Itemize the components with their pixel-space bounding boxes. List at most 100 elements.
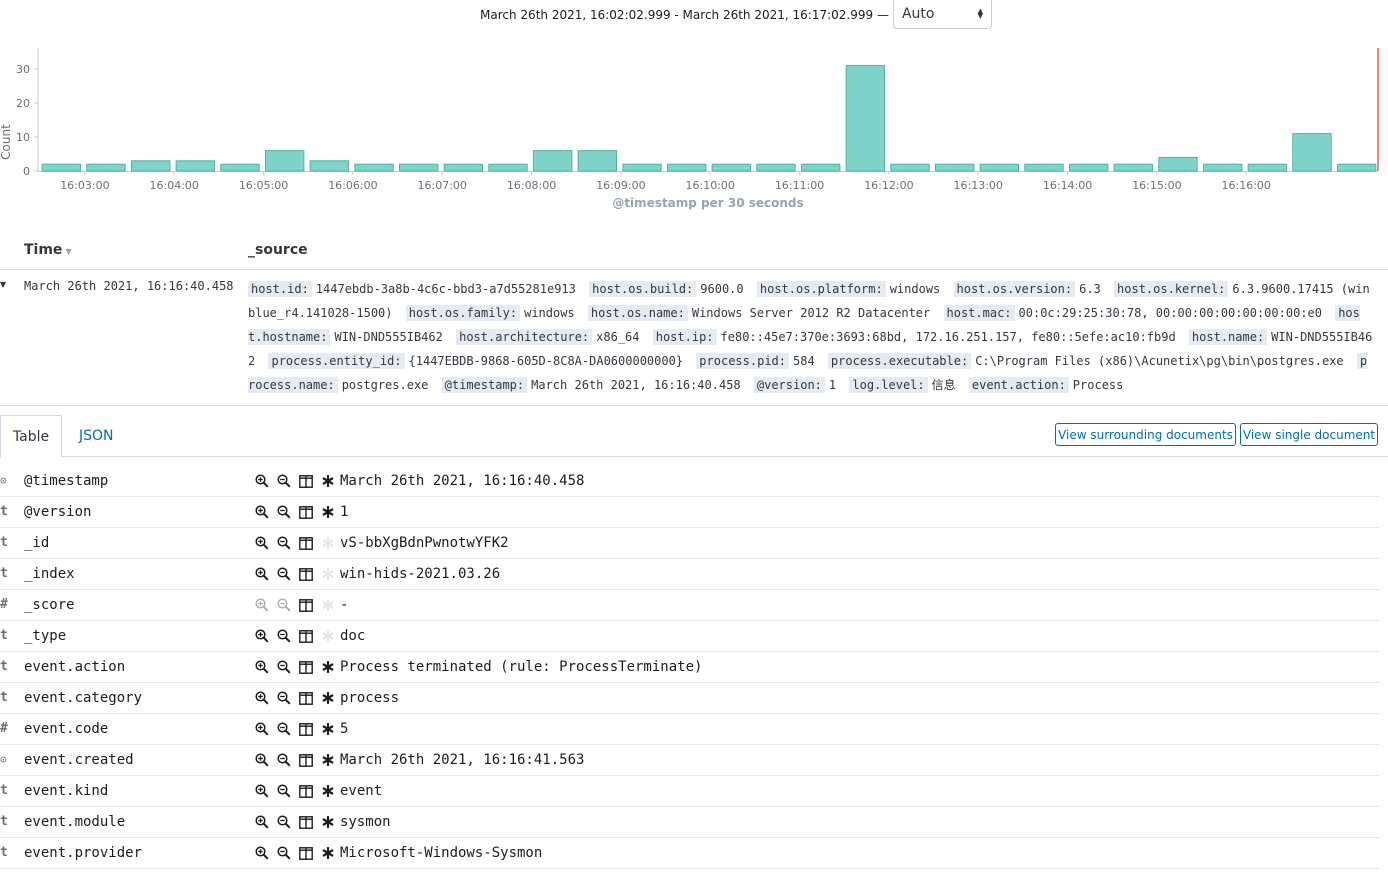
filter-exists-icon[interactable] bbox=[317, 658, 339, 676]
string-type-icon: t bbox=[0, 628, 8, 643]
view-single-document-button[interactable]: View single document bbox=[1240, 423, 1378, 446]
field-name: _score bbox=[24, 597, 75, 613]
source-field-value: 584 bbox=[793, 354, 815, 368]
source-field-value: Process bbox=[1072, 378, 1124, 392]
filter-out-value-icon[interactable] bbox=[273, 720, 295, 738]
x-tick-label: 16:05:00 bbox=[239, 179, 288, 192]
filter-exists-icon[interactable] bbox=[317, 751, 339, 769]
collapse-chevron-icon[interactable]: ▼ bbox=[0, 280, 7, 289]
column-header-time-label: Time bbox=[24, 242, 63, 258]
filter-out-value-icon[interactable] bbox=[273, 503, 295, 521]
toggle-column-icon[interactable] bbox=[295, 472, 317, 490]
histogram-bar bbox=[666, 163, 707, 172]
histogram-bar bbox=[1247, 163, 1288, 172]
filter-exists-icon[interactable] bbox=[317, 844, 339, 862]
filter-exists-icon[interactable] bbox=[317, 720, 339, 738]
filter-exists-icon[interactable] bbox=[317, 782, 339, 800]
histogram-bar bbox=[622, 163, 662, 172]
view-surrounding-documents-button[interactable]: View surrounding documents bbox=[1055, 423, 1236, 446]
filter-out-value-icon[interactable] bbox=[273, 565, 295, 583]
filter-exists-icon[interactable] bbox=[317, 689, 339, 707]
filter-out-value-icon[interactable] bbox=[273, 534, 295, 552]
histogram-bar bbox=[577, 150, 618, 172]
field-name: @version bbox=[24, 504, 92, 520]
filter-out-value-icon[interactable] bbox=[273, 658, 295, 676]
source-field-value: WIN-DND555IB462 bbox=[334, 330, 443, 344]
source-field-value: x86_64 bbox=[596, 330, 640, 344]
filter-for-value-icon[interactable] bbox=[251, 813, 273, 831]
filter-out-value-icon[interactable] bbox=[273, 472, 295, 490]
filter-for-value-icon[interactable] bbox=[251, 720, 273, 738]
toggle-column-icon[interactable] bbox=[295, 813, 317, 831]
filter-out-value-icon[interactable] bbox=[273, 627, 295, 645]
filter-for-value-icon[interactable] bbox=[251, 534, 273, 552]
source-field-key: host.os.build: bbox=[589, 281, 697, 297]
field-value: Process terminated (rule: ProcessTermina… bbox=[340, 659, 703, 675]
toggle-column-icon[interactable] bbox=[295, 782, 317, 800]
filter-out-value-icon[interactable] bbox=[273, 813, 295, 831]
field-name: event.created bbox=[24, 752, 134, 768]
filter-exists-icon[interactable] bbox=[317, 503, 339, 521]
field-row: t event.module sysmon bbox=[0, 807, 1380, 838]
field-name: event.module bbox=[24, 814, 126, 830]
filter-for-value-icon[interactable] bbox=[251, 689, 273, 707]
toggle-column-icon[interactable] bbox=[295, 596, 317, 614]
filter-for-value-icon[interactable] bbox=[251, 658, 273, 676]
filter-for-value-icon[interactable] bbox=[251, 627, 273, 645]
y-tick-label-0: 0 bbox=[23, 165, 30, 178]
field-actions bbox=[251, 813, 339, 831]
tab-json[interactable]: JSON bbox=[79, 428, 114, 444]
time-range-text: March 26th 2021, 16:02:02.999 - March 26… bbox=[480, 8, 889, 22]
toggle-column-icon[interactable] bbox=[295, 751, 317, 769]
histogram-chart[interactable]: Count 0 10 20 30 16:03:00 16:04:00 16:05:00 16:… bbox=[0, 40, 1388, 215]
histogram-bar bbox=[398, 163, 439, 172]
interval-select[interactable]: Auto ▲ ▼ bbox=[892, 0, 992, 29]
field-actions bbox=[251, 844, 339, 862]
source-field-value: windows bbox=[524, 306, 575, 320]
source-field-key: host.os.version: bbox=[953, 281, 1076, 297]
toggle-column-icon[interactable] bbox=[295, 658, 317, 676]
document-row[interactable]: ▼ March 26th 2021, 16:16:40.458 host.id:… bbox=[0, 270, 1388, 406]
field-name: _id bbox=[24, 535, 50, 551]
filter-out-value-icon[interactable] bbox=[273, 782, 295, 800]
field-name: event.provider bbox=[24, 845, 143, 861]
field-actions bbox=[251, 689, 339, 707]
filter-exists-icon bbox=[317, 627, 339, 645]
filter-exists-icon[interactable] bbox=[317, 472, 339, 490]
filter-for-value-icon[interactable] bbox=[251, 751, 273, 769]
filter-for-value-icon[interactable] bbox=[251, 472, 273, 490]
toggle-column-icon[interactable] bbox=[295, 720, 317, 738]
column-header-time[interactable]: Time ▼ bbox=[24, 242, 72, 258]
filter-exists-icon[interactable] bbox=[317, 813, 339, 831]
tab-table[interactable]: Table bbox=[0, 415, 62, 458]
filter-out-value-icon[interactable] bbox=[273, 844, 295, 862]
sort-down-icon[interactable]: ▼ bbox=[65, 247, 72, 256]
date-type-icon: ⊙ bbox=[0, 474, 7, 487]
histogram-bar bbox=[756, 163, 796, 172]
toggle-column-icon[interactable] bbox=[295, 503, 317, 521]
field-actions bbox=[251, 503, 339, 521]
field-value: - bbox=[340, 597, 349, 613]
field-actions bbox=[251, 565, 339, 583]
toggle-column-icon[interactable] bbox=[295, 844, 317, 862]
toggle-column-icon[interactable] bbox=[295, 689, 317, 707]
filter-for-value-icon[interactable] bbox=[251, 782, 273, 800]
filter-for-value-icon[interactable] bbox=[251, 565, 273, 583]
field-value: sysmon bbox=[340, 814, 391, 830]
histogram-bar bbox=[86, 163, 126, 172]
filter-out-value-icon[interactable] bbox=[273, 689, 295, 707]
toggle-column-icon[interactable] bbox=[295, 565, 317, 583]
column-header-source: _source bbox=[248, 242, 308, 258]
toggle-column-icon[interactable] bbox=[295, 627, 317, 645]
source-field-key: process.executable: bbox=[827, 353, 972, 369]
y-tick-label-20: 20 bbox=[16, 97, 30, 110]
filter-for-value-icon[interactable] bbox=[251, 503, 273, 521]
source-field-value: windows bbox=[889, 282, 941, 296]
time-range-bar: March 26th 2021, 16:02:02.999 - March 26… bbox=[0, 0, 1388, 30]
field-value: March 26th 2021, 16:16:41.563 bbox=[340, 752, 585, 768]
source-field-value: WIN-DND555IB462 bbox=[248, 330, 1373, 368]
number-type-icon: # bbox=[0, 597, 8, 612]
filter-out-value-icon[interactable] bbox=[273, 751, 295, 769]
toggle-column-icon[interactable] bbox=[295, 534, 317, 552]
filter-for-value-icon[interactable] bbox=[251, 844, 273, 862]
